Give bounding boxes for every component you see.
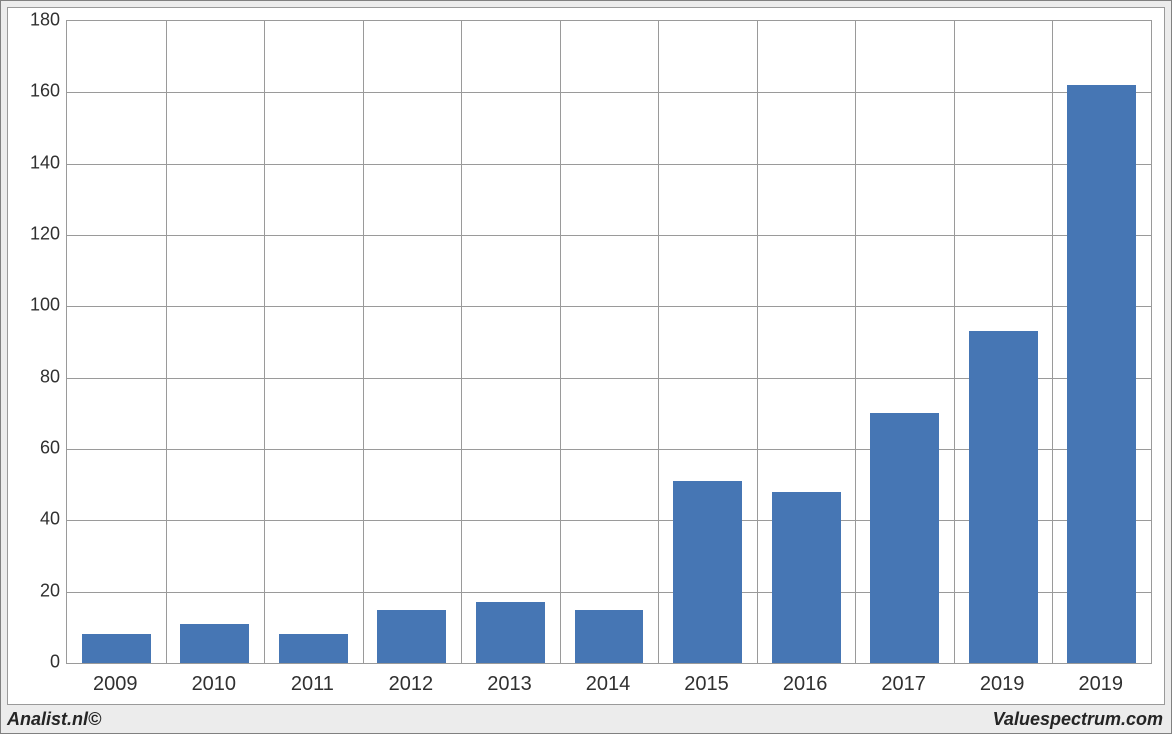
y-axis-tick-label: 120: [16, 224, 60, 245]
bar: [870, 413, 939, 663]
bar: [772, 492, 841, 663]
y-axis-tick-label: 80: [16, 366, 60, 387]
x-axis-tick-label: 2010: [192, 673, 237, 696]
gridline-vertical: [855, 21, 856, 663]
y-axis-tick-label: 20: [16, 580, 60, 601]
x-axis-tick-label: 2013: [487, 673, 532, 696]
bar: [377, 610, 446, 664]
x-axis-tick-label: 2017: [881, 673, 926, 696]
x-axis-tick-label: 2012: [389, 673, 434, 696]
gridline-horizontal: [67, 235, 1151, 236]
bar: [673, 481, 742, 663]
chart-frame: 0 20 40 60 80 100 120 140 160 180 2009 2010 2011 2012…: [0, 0, 1172, 734]
gridline-horizontal: [67, 92, 1151, 93]
gridline-vertical: [363, 21, 364, 663]
gridline-vertical: [658, 21, 659, 663]
y-axis-tick-label: 160: [16, 81, 60, 102]
footer-right-credit: Valuespectrum.com: [993, 709, 1163, 730]
y-axis-tick-label: 40: [16, 509, 60, 530]
gridline-vertical: [560, 21, 561, 663]
gridline-horizontal: [67, 164, 1151, 165]
gridline-vertical: [757, 21, 758, 663]
y-axis-tick-label: 140: [16, 152, 60, 173]
gridline-vertical: [954, 21, 955, 663]
gridline-vertical: [461, 21, 462, 663]
gridline-horizontal: [67, 306, 1151, 307]
bar: [279, 634, 348, 663]
y-axis-tick-label: 60: [16, 438, 60, 459]
x-axis-tick-label: 2011: [291, 673, 334, 696]
gridline-vertical: [166, 21, 167, 663]
bar: [1067, 85, 1136, 663]
x-axis-tick-label: 2019: [980, 673, 1025, 696]
y-axis-tick-label: 180: [16, 10, 60, 31]
bar: [82, 634, 151, 663]
x-axis-tick-label: 2016: [783, 673, 828, 696]
x-axis-tick-label: 2015: [684, 673, 729, 696]
footer-left-credit: Analist.nl©: [7, 709, 101, 730]
chart-canvas: 0 20 40 60 80 100 120 140 160 180 2009 2010 2011 2012…: [7, 7, 1165, 705]
y-axis-tick-label: 0: [16, 652, 60, 673]
x-axis-tick-label: 2019: [1078, 673, 1123, 696]
gridline-vertical: [264, 21, 265, 663]
x-axis-tick-label: 2009: [93, 673, 138, 696]
plot-area: [66, 20, 1152, 664]
y-axis-tick-label: 100: [16, 295, 60, 316]
gridline-vertical: [1052, 21, 1053, 663]
bar: [969, 331, 1038, 663]
bar: [180, 624, 249, 663]
bar: [575, 610, 644, 664]
bar: [476, 602, 545, 663]
x-axis-tick-label: 2014: [586, 673, 631, 696]
